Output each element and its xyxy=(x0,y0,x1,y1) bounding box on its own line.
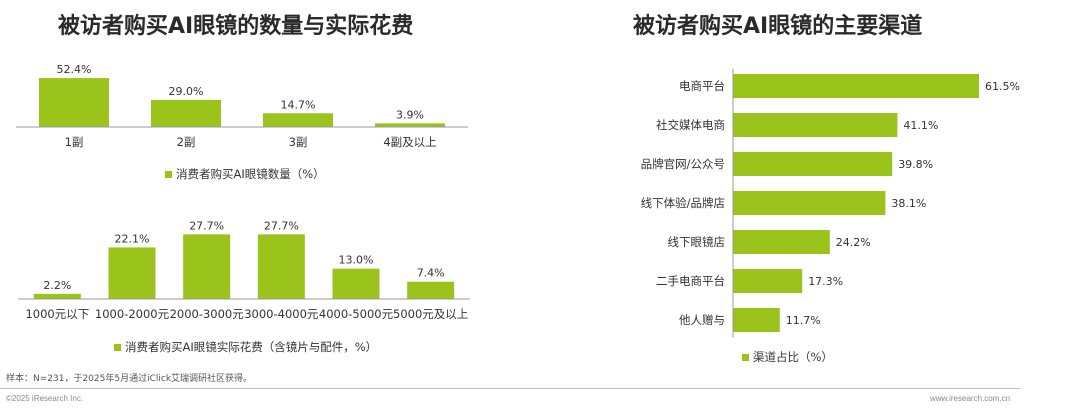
tick-label-0-3: 4副及以上 xyxy=(383,135,436,149)
h-data-label-1: 41.1% xyxy=(903,119,938,132)
tick-label-1-3: 3000-4000元 xyxy=(244,307,319,321)
hbar-0 xyxy=(733,74,979,98)
copyright: ©2025 iResearch Inc. xyxy=(6,394,84,403)
right-title: 被访者购买AI眼镜的主要渠道 xyxy=(633,14,923,39)
hbar-1 xyxy=(733,113,898,137)
h-tick-label-6: 他人赠与 xyxy=(679,313,725,327)
legend-label-0: 消费者购买AI眼镜数量（%） xyxy=(176,167,325,181)
bar-0-0 xyxy=(39,78,109,127)
data-label-1-1: 22.1% xyxy=(115,232,150,245)
legend-label-1: 消费者购买AI眼镜实际花费（含镜片与配件，%） xyxy=(125,340,377,354)
tick-label-0-0: 1副 xyxy=(65,135,84,149)
bar-0-1 xyxy=(151,99,221,127)
hbar-4 xyxy=(733,230,830,254)
data-label-1-3: 27.7% xyxy=(264,219,299,232)
legend-swatch-0 xyxy=(165,171,172,178)
tick-label-1-4: 4000-5000元 xyxy=(319,307,394,321)
h-data-label-0: 61.5% xyxy=(985,80,1020,93)
tick-label-1-0: 1000元以下 xyxy=(25,307,89,321)
data-label-1-5: 7.4% xyxy=(417,267,445,280)
tick-label-1-2: 2000-3000元 xyxy=(170,307,245,321)
data-label-0-1: 29.0% xyxy=(169,85,204,98)
tick-label-0-2: 3副 xyxy=(289,135,308,149)
h-data-label-3: 38.1% xyxy=(891,197,926,210)
footer-divider xyxy=(0,388,1020,389)
h-data-label-4: 24.2% xyxy=(836,236,871,249)
data-label-0-2: 14.7% xyxy=(281,98,316,111)
legend-swatch-1 xyxy=(114,344,121,351)
h-data-label-5: 17.3% xyxy=(808,275,843,288)
hbar-3 xyxy=(733,191,886,215)
h-tick-label-4: 线下眼镜店 xyxy=(668,235,726,249)
sample-note: 样本：N=231，于2025年5月通过iClick艾瑞调研社区获得。 xyxy=(6,374,253,384)
h-tick-label-1: 社交媒体电商 xyxy=(656,118,725,132)
h-tick-label-5: 二手电商平台 xyxy=(656,274,725,288)
bar-1-5 xyxy=(407,281,455,299)
h-data-label-6: 11.7% xyxy=(786,314,821,327)
h-tick-label-2: 品牌官网/公众号 xyxy=(641,157,725,171)
h-tick-label-3: 线下体验/品牌店 xyxy=(641,196,725,210)
h-data-label-2: 39.8% xyxy=(898,158,933,171)
tick-label-1-1: 1000-2000元 xyxy=(95,307,170,321)
data-label-1-2: 27.7% xyxy=(189,219,224,232)
bar-1-2 xyxy=(183,234,231,299)
legend-label-2: 渠道占比（%） xyxy=(753,350,833,364)
data-label-1-0: 2.2% xyxy=(43,279,71,292)
data-label-0-0: 52.4% xyxy=(57,63,92,76)
legend-swatch-2 xyxy=(742,354,749,361)
bar-1-4 xyxy=(332,268,380,299)
data-label-0-3: 3.9% xyxy=(396,108,424,121)
data-label-1-4: 13.0% xyxy=(339,254,374,267)
h-tick-label-0: 电商平台 xyxy=(679,79,725,93)
bar-1-1 xyxy=(108,247,156,299)
bar-1-3 xyxy=(257,234,305,299)
hbar-6 xyxy=(733,308,780,332)
tick-label-0-1: 2副 xyxy=(177,135,196,149)
bar-0-2 xyxy=(263,113,333,127)
left-title: 被访者购买AI眼镜的数量与实际花费 xyxy=(58,14,414,39)
hbar-2 xyxy=(733,152,893,176)
hbar-5 xyxy=(733,269,803,293)
website: www.iresearch.com.cn xyxy=(930,394,1011,403)
tick-label-1-5: 5000元及以上 xyxy=(393,307,468,321)
bar-1-0 xyxy=(33,293,81,299)
bar-0-3 xyxy=(375,123,445,127)
